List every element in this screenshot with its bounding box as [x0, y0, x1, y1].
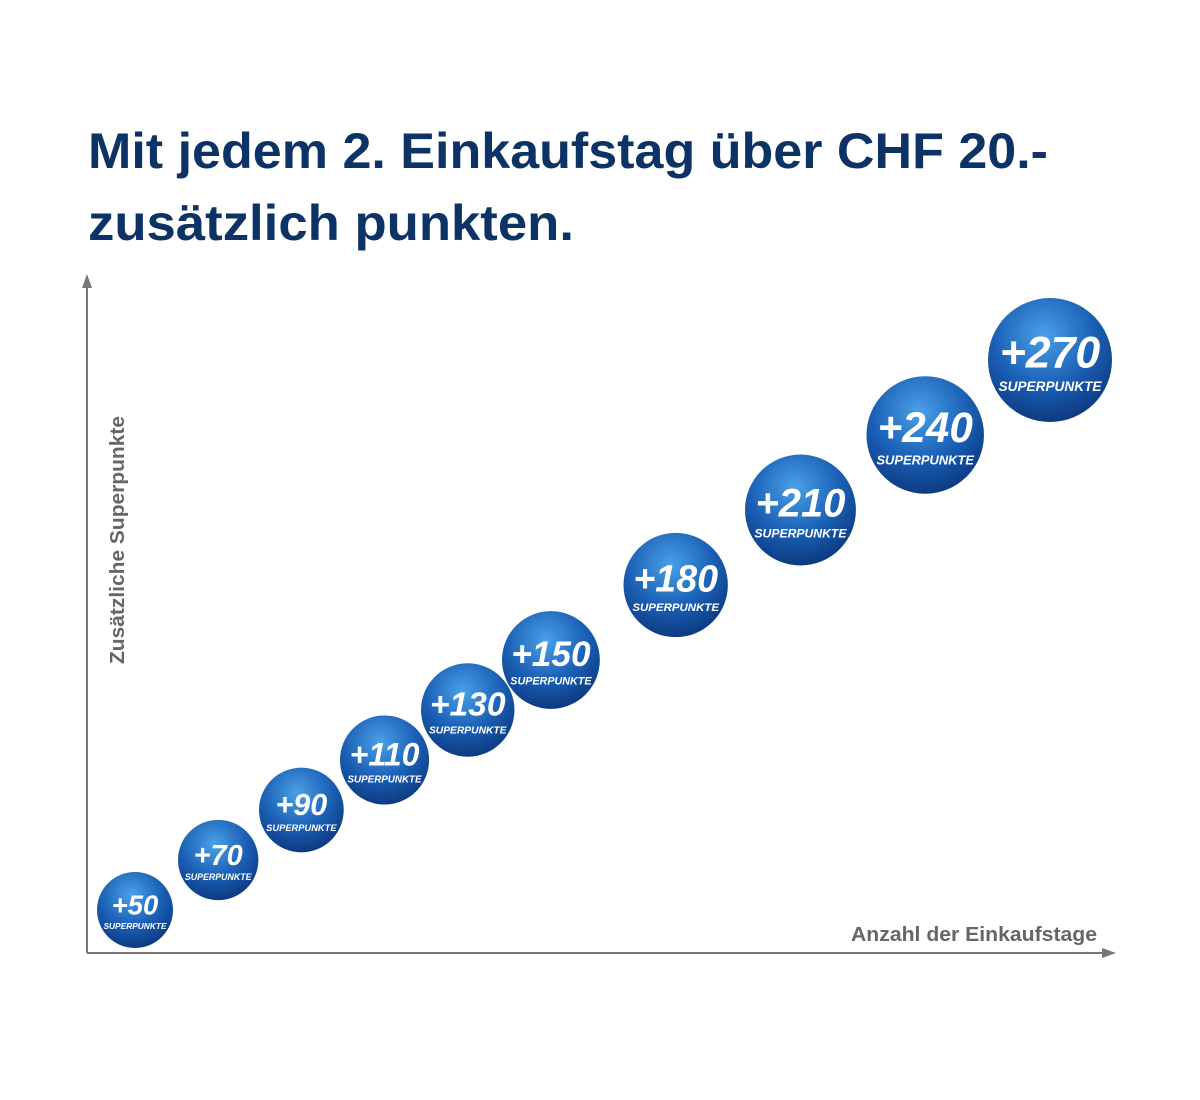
bubble — [623, 532, 728, 638]
unit-label: SUPERPUNKTE — [876, 452, 974, 467]
unit-label: SUPERPUNKTE — [754, 527, 847, 541]
value-label: +70 — [194, 840, 243, 872]
unit-label: SUPERPUNKTE — [103, 921, 166, 931]
chart-subtitle: zusätzlich punkten. — [88, 195, 574, 251]
unit-label: SUPERPUNKTE — [632, 602, 719, 614]
unit-label: SUPERPUNKTE — [999, 379, 1103, 394]
bubble — [866, 376, 984, 494]
y-axis-label: Zusätzliche Superpunkte — [107, 416, 129, 664]
unit-label: SUPERPUNKTE — [510, 675, 592, 687]
value-label: +240 — [878, 404, 974, 451]
bubble — [745, 454, 856, 566]
x-axis-label: Anzahl der Einkaufstage — [851, 924, 1097, 946]
bubble — [421, 663, 515, 757]
y-axis-arrow — [82, 274, 92, 288]
value-label: +130 — [430, 687, 506, 724]
value-label: +110 — [350, 736, 420, 772]
value-label: +90 — [275, 788, 327, 822]
bubble — [502, 611, 600, 709]
value-label: +270 — [1000, 328, 1101, 377]
bubble — [988, 298, 1112, 422]
value-label: +180 — [633, 557, 718, 599]
unit-label: SUPERPUNKTE — [429, 725, 508, 736]
unit-label: SUPERPUNKTE — [348, 774, 422, 785]
bubble — [178, 819, 259, 901]
bubble — [340, 715, 430, 805]
value-label: +150 — [511, 635, 591, 674]
bubble — [259, 767, 344, 853]
x-axis-arrow — [1102, 948, 1116, 958]
bubble — [97, 872, 173, 948]
unit-label: SUPERPUNKTE — [266, 823, 337, 833]
chart-title: Mit jedem 2. Einkaufstag über CHF 20.- — [88, 123, 1048, 179]
value-label: +210 — [756, 482, 846, 526]
value-label: +50 — [112, 890, 158, 921]
unit-label: SUPERPUNKTE — [185, 872, 253, 882]
